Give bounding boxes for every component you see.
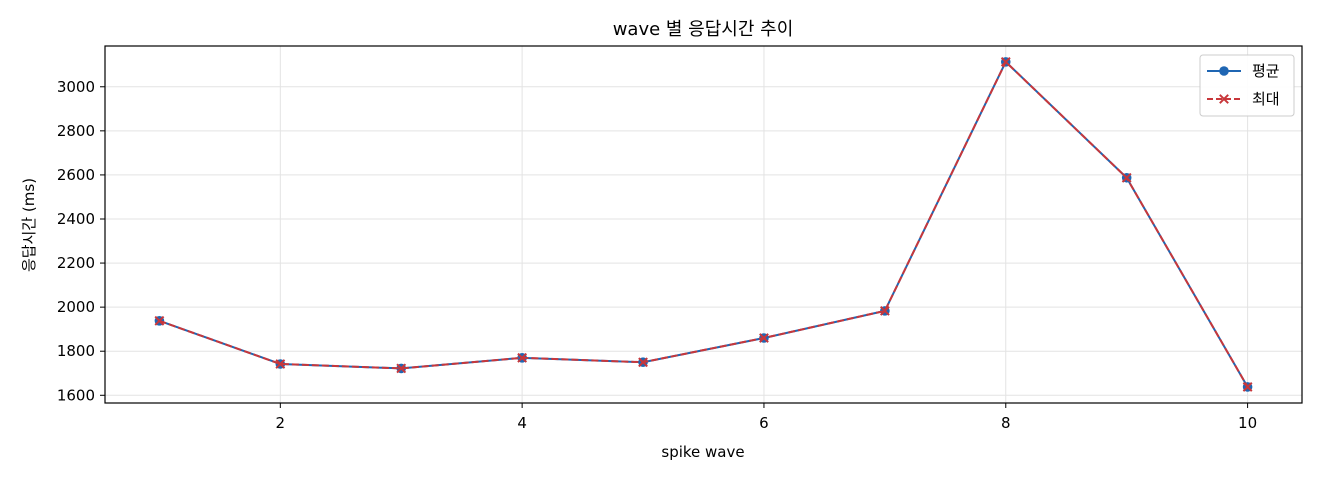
- x-tick-label: 4: [517, 414, 527, 432]
- legend-swatch-marker-mean: [1219, 66, 1229, 76]
- data-point: [879, 305, 890, 316]
- series-line: [159, 60, 1249, 388]
- series-line: [159, 60, 1249, 388]
- data-point: [396, 363, 407, 374]
- x-tick-label: 2: [276, 414, 286, 432]
- y-tick-label: 2200: [57, 254, 95, 272]
- data-point: [1121, 172, 1132, 183]
- data-point: [638, 357, 648, 368]
- grid: [105, 46, 1302, 403]
- x-tick-label: 10: [1238, 414, 1257, 432]
- series-max: [154, 56, 1253, 392]
- y-tick-label: 2400: [57, 210, 95, 228]
- legend-swatch-marker-max: [1219, 94, 1229, 104]
- x-tick-label: 6: [759, 414, 769, 432]
- y-tick-label: 2000: [57, 298, 95, 316]
- y-axis-label: 응답시간 (ms): [20, 178, 38, 272]
- x-axis-label: spike wave: [661, 443, 744, 461]
- ticks: 2 4 6 8 10 1600 1800 2000 2200 2400 2600 2800 3000: [57, 78, 1257, 432]
- y-tick-label: 1600: [57, 386, 95, 404]
- data-point: [275, 359, 286, 369]
- y-tick-label: 2600: [57, 166, 95, 184]
- legend-label-max: 최대: [1252, 90, 1280, 108]
- series-layer: [154, 56, 1253, 392]
- plot-frame: [104, 45, 1303, 404]
- legend: 평균 최대: [1199, 54, 1295, 117]
- x-tick-label: 8: [1001, 414, 1011, 432]
- data-point: [1242, 382, 1253, 392]
- legend-box: [1199, 54, 1295, 117]
- legend-label-mean: 평균: [1252, 62, 1280, 80]
- series-mean: [154, 57, 1253, 392]
- data-point: [759, 333, 769, 343]
- y-tick-label: 2800: [57, 122, 95, 140]
- data-point: [154, 315, 165, 326]
- data-point: [517, 352, 528, 363]
- y-tick-label: 3000: [57, 78, 95, 96]
- data-point: [1000, 56, 1011, 67]
- y-tick-label: 1800: [57, 342, 95, 360]
- chart-title: wave 별 응답시간 추이: [613, 19, 794, 40]
